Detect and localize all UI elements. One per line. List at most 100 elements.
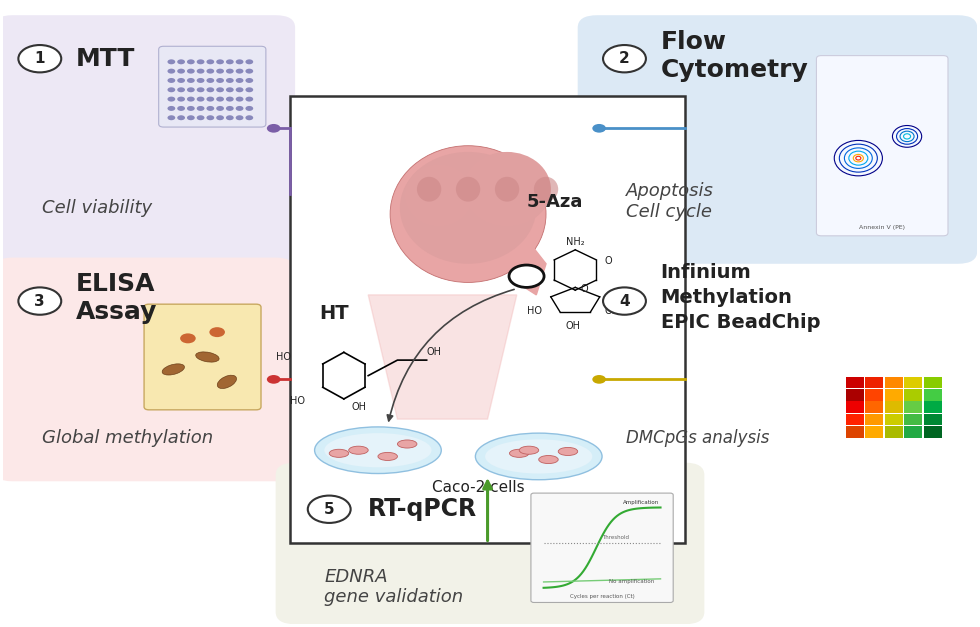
Ellipse shape: [559, 448, 577, 455]
Bar: [885, 426, 903, 438]
Text: Caco-2 cells: Caco-2 cells: [431, 480, 524, 495]
Circle shape: [180, 334, 196, 344]
Text: HO: HO: [526, 305, 542, 315]
Ellipse shape: [398, 440, 416, 448]
Circle shape: [177, 97, 185, 102]
FancyBboxPatch shape: [577, 15, 977, 264]
Text: DMCpGs analysis: DMCpGs analysis: [626, 429, 770, 447]
Bar: [905, 426, 922, 438]
Ellipse shape: [519, 446, 539, 454]
Circle shape: [177, 106, 185, 111]
Circle shape: [177, 78, 185, 83]
Text: Infinium
Methylation
EPIC BeadChip: Infinium Methylation EPIC BeadChip: [661, 263, 820, 332]
Circle shape: [207, 60, 215, 65]
Text: 1: 1: [34, 51, 45, 66]
Circle shape: [168, 60, 175, 65]
Circle shape: [245, 115, 253, 120]
Circle shape: [226, 60, 233, 65]
Ellipse shape: [400, 152, 536, 264]
Text: OH: OH: [605, 305, 619, 315]
Polygon shape: [516, 239, 546, 295]
Text: Flow
Cytometry: Flow Cytometry: [661, 29, 808, 82]
Circle shape: [197, 106, 205, 111]
Circle shape: [197, 78, 205, 83]
Circle shape: [187, 87, 195, 92]
Circle shape: [19, 45, 61, 72]
Circle shape: [235, 115, 243, 120]
Circle shape: [226, 106, 233, 111]
Text: O: O: [605, 256, 612, 266]
Circle shape: [245, 106, 253, 111]
Circle shape: [168, 97, 175, 102]
Bar: [846, 426, 863, 438]
Text: 5-Aza: 5-Aza: [526, 192, 583, 211]
Bar: [865, 426, 883, 438]
Circle shape: [235, 60, 243, 65]
Text: Apoptosis
Cell cycle: Apoptosis Cell cycle: [626, 182, 714, 221]
Circle shape: [168, 78, 175, 83]
Bar: [923, 426, 942, 438]
Text: OH: OH: [565, 321, 580, 331]
Circle shape: [168, 68, 175, 73]
Text: OH: OH: [426, 347, 442, 357]
Ellipse shape: [390, 145, 546, 282]
FancyBboxPatch shape: [531, 493, 673, 603]
Polygon shape: [368, 295, 516, 419]
Bar: [905, 377, 922, 388]
Ellipse shape: [464, 152, 551, 226]
Circle shape: [168, 87, 175, 92]
Ellipse shape: [510, 450, 529, 457]
Bar: [865, 414, 883, 425]
Circle shape: [207, 68, 215, 73]
Bar: [885, 389, 903, 401]
Circle shape: [210, 327, 225, 337]
Circle shape: [226, 115, 233, 120]
Circle shape: [197, 87, 205, 92]
Ellipse shape: [475, 433, 602, 480]
Circle shape: [197, 60, 205, 65]
Text: RT-qPCR: RT-qPCR: [368, 497, 477, 521]
Circle shape: [207, 97, 215, 102]
Bar: [846, 414, 863, 425]
Bar: [846, 377, 863, 388]
Text: Cell viability: Cell viability: [42, 199, 152, 217]
Circle shape: [592, 375, 606, 384]
Circle shape: [177, 60, 185, 65]
Ellipse shape: [456, 177, 480, 202]
Circle shape: [187, 97, 195, 102]
Circle shape: [245, 60, 253, 65]
Circle shape: [207, 106, 215, 111]
Ellipse shape: [218, 375, 236, 389]
Text: Threshold: Threshold: [602, 535, 629, 540]
Circle shape: [177, 87, 185, 92]
Circle shape: [245, 78, 253, 83]
Circle shape: [217, 106, 224, 111]
Circle shape: [177, 68, 185, 73]
Text: O: O: [580, 284, 588, 293]
Bar: [846, 401, 863, 413]
FancyBboxPatch shape: [0, 258, 295, 482]
Bar: [865, 389, 883, 401]
Circle shape: [187, 68, 195, 73]
Bar: [905, 389, 922, 401]
Bar: [905, 401, 922, 413]
Ellipse shape: [378, 453, 398, 460]
Circle shape: [226, 87, 233, 92]
Text: ELISA
Assay: ELISA Assay: [75, 272, 157, 324]
Circle shape: [226, 68, 233, 73]
Bar: [846, 389, 863, 401]
Circle shape: [217, 87, 224, 92]
Circle shape: [245, 68, 253, 73]
Ellipse shape: [495, 177, 519, 202]
Bar: [905, 414, 922, 425]
Circle shape: [197, 115, 205, 120]
Text: Amplification: Amplification: [622, 500, 659, 505]
Circle shape: [592, 124, 606, 133]
Circle shape: [217, 78, 224, 83]
Circle shape: [226, 97, 233, 102]
FancyBboxPatch shape: [159, 46, 266, 127]
Circle shape: [217, 68, 224, 73]
Circle shape: [603, 45, 646, 72]
Text: EDNRA
gene validation: EDNRA gene validation: [324, 567, 464, 606]
Ellipse shape: [539, 455, 559, 463]
